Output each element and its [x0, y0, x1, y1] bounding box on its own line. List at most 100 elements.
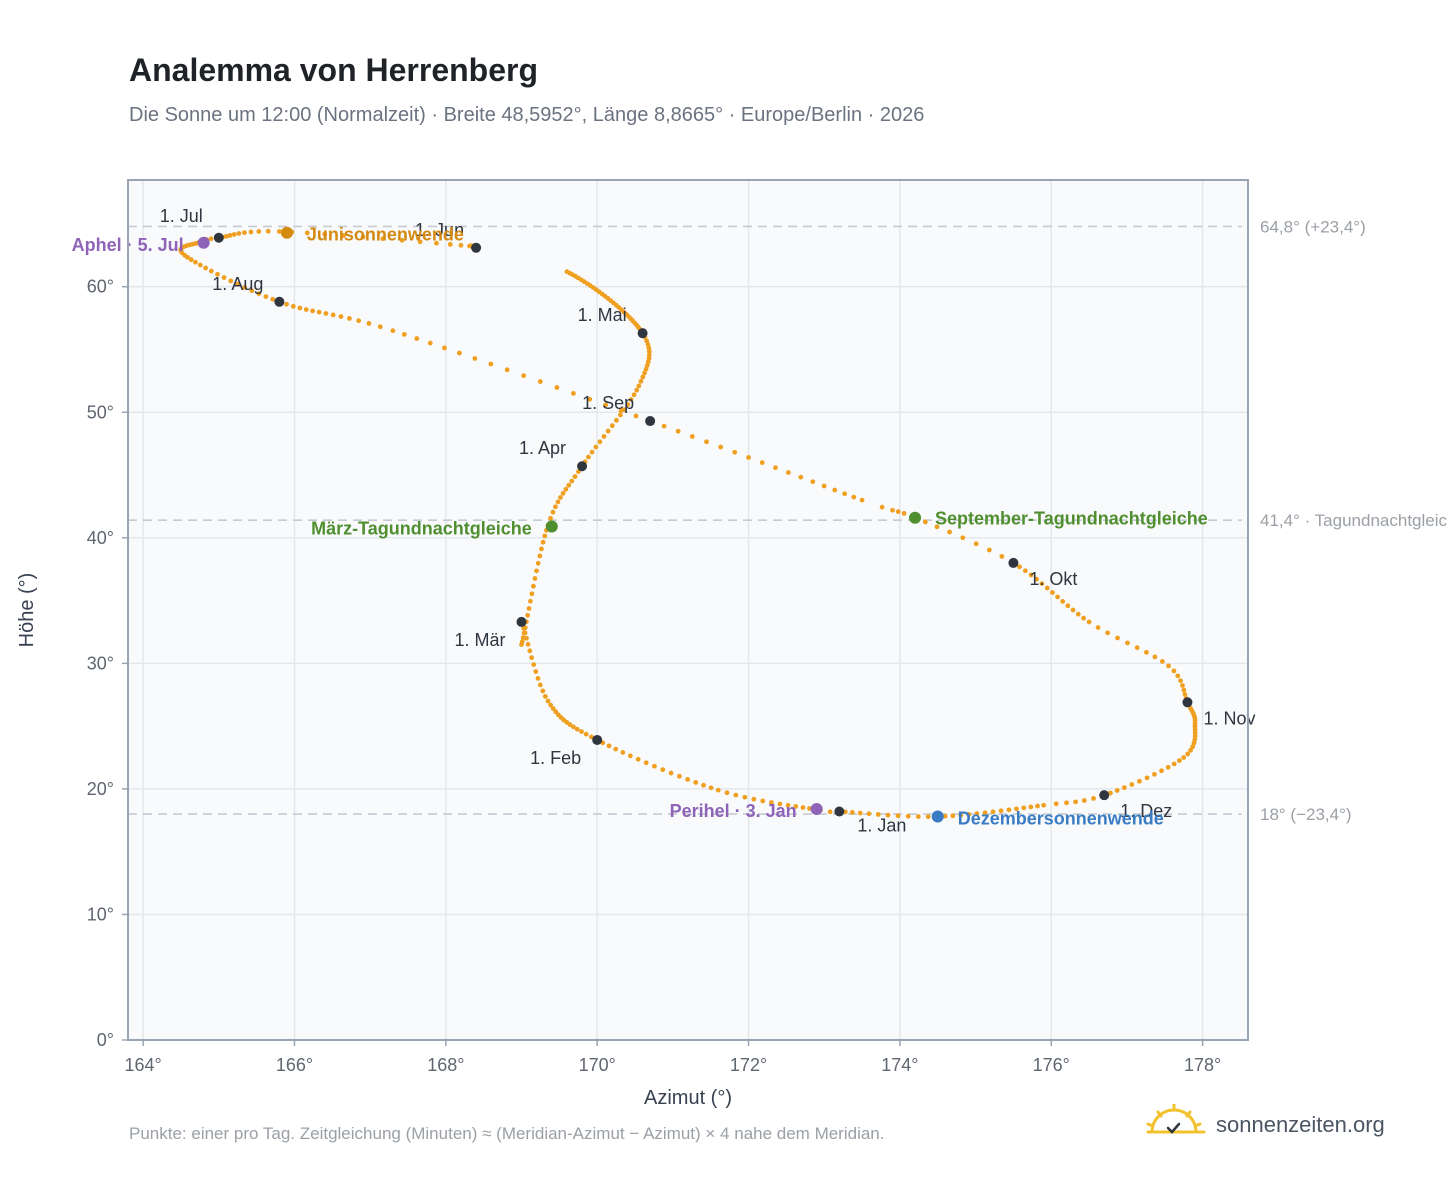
daily-point: [297, 305, 303, 311]
daily-point: [810, 479, 816, 485]
daily-point: [235, 281, 241, 287]
daily-point: [1125, 640, 1130, 646]
daily-point: [708, 785, 714, 791]
month-marker: [645, 416, 656, 427]
daily-point: [553, 504, 558, 510]
daily-point: [733, 792, 739, 798]
daily-point: [660, 767, 666, 773]
daily-point: [760, 798, 766, 804]
x-tick-label: 166°: [276, 1055, 313, 1075]
daily-point: [925, 814, 931, 820]
x-tick-label: 178°: [1184, 1055, 1221, 1075]
daily-point: [1028, 804, 1034, 810]
daily-point: [1081, 798, 1087, 803]
daily-point: [934, 524, 940, 530]
daily-point: [628, 397, 634, 402]
daily-point: [1035, 803, 1040, 809]
daily-point: [644, 338, 650, 344]
daily-point: [330, 312, 336, 318]
daily-point: [1159, 658, 1165, 664]
daily-point: [1086, 619, 1092, 625]
y-axis-label: Höhe (°): [16, 573, 38, 648]
daily-point: [248, 229, 254, 235]
daily-point: [631, 392, 637, 398]
daily-point: [1041, 802, 1047, 808]
daily-point: [1081, 615, 1087, 621]
daily-point: [1152, 771, 1157, 777]
sun-logo-icon: [1146, 1100, 1206, 1134]
daily-point: [284, 301, 289, 307]
daily-point: [1181, 687, 1187, 693]
daily-point: [535, 675, 541, 681]
daily-point: [1178, 678, 1183, 684]
daily-point: [1034, 576, 1039, 582]
daily-point: [982, 810, 988, 816]
daily-point: [1044, 585, 1050, 591]
daily-point: [832, 487, 838, 493]
daily-point: [1070, 607, 1076, 613]
event-label: März-Tagundnachtgleiche: [311, 519, 532, 539]
month-marker: [274, 296, 285, 307]
daily-point: [633, 413, 639, 419]
daily-point: [442, 345, 447, 351]
daily-point: [1050, 590, 1055, 595]
daily-point: [785, 470, 791, 475]
daily-point: [310, 308, 316, 314]
daily-point: [1091, 796, 1096, 801]
daily-point: [316, 309, 322, 315]
daily-point: [537, 379, 543, 384]
daily-point: [1095, 625, 1101, 630]
daily-point: [215, 271, 220, 277]
daily-point: [236, 231, 242, 236]
daily-point: [276, 229, 282, 234]
event-label: Perihel · 3. Jan: [670, 801, 797, 821]
month-label: 1. Jun: [415, 220, 464, 240]
daily-point: [467, 243, 472, 249]
month-label: 1. Mär: [454, 630, 505, 650]
x-tick-label: 174°: [881, 1055, 918, 1075]
daily-point: [1134, 645, 1140, 651]
daily-point: [1055, 594, 1060, 600]
month-label: 1. Apr: [519, 438, 566, 458]
daily-point: [950, 813, 956, 819]
daily-point: [922, 519, 928, 525]
daily-point: [399, 237, 405, 243]
daily-point: [1176, 758, 1182, 764]
daily-point: [356, 318, 362, 324]
daily-point: [620, 750, 626, 755]
y-tick-label: 10°: [87, 904, 114, 924]
brand-logo[interactable]: sonnenzeiten.org: [1146, 1100, 1406, 1144]
daily-point: [270, 296, 276, 302]
plot-frame: [127, 179, 1249, 1041]
daily-point: [527, 648, 533, 654]
daily-point: [347, 316, 352, 321]
daily-point: [638, 378, 644, 384]
daily-point: [842, 491, 848, 497]
daily-point: [849, 810, 855, 815]
daily-point: [472, 356, 478, 361]
daily-point: [973, 541, 979, 547]
daily-point: [606, 743, 612, 749]
daily-point: [785, 802, 791, 808]
daily-point: [548, 702, 554, 708]
footnote: Punkte: einer pro Tag. Zeitgleichung (Mi…: [129, 1124, 885, 1143]
daily-point: [627, 753, 633, 759]
month-marker: [1008, 557, 1019, 568]
event-marker: [545, 520, 558, 533]
reference-line-label: 18° (−23,4°): [1260, 805, 1352, 824]
daily-point: [197, 262, 203, 268]
x-tick-label: 176°: [1033, 1055, 1070, 1075]
daily-point: [290, 303, 296, 309]
month-label: 1. Dez: [1120, 801, 1172, 821]
daily-point: [715, 787, 721, 793]
month-marker: [213, 232, 224, 243]
daily-point: [529, 655, 535, 661]
daily-point: [572, 474, 578, 480]
daily-point: [746, 455, 751, 460]
daily-point: [1181, 755, 1187, 760]
daily-point: [560, 490, 566, 496]
x-axis-label: Azimut (°): [644, 1087, 732, 1109]
daily-point: [203, 265, 208, 271]
daily-point: [866, 811, 872, 817]
daily-point: [537, 682, 543, 688]
